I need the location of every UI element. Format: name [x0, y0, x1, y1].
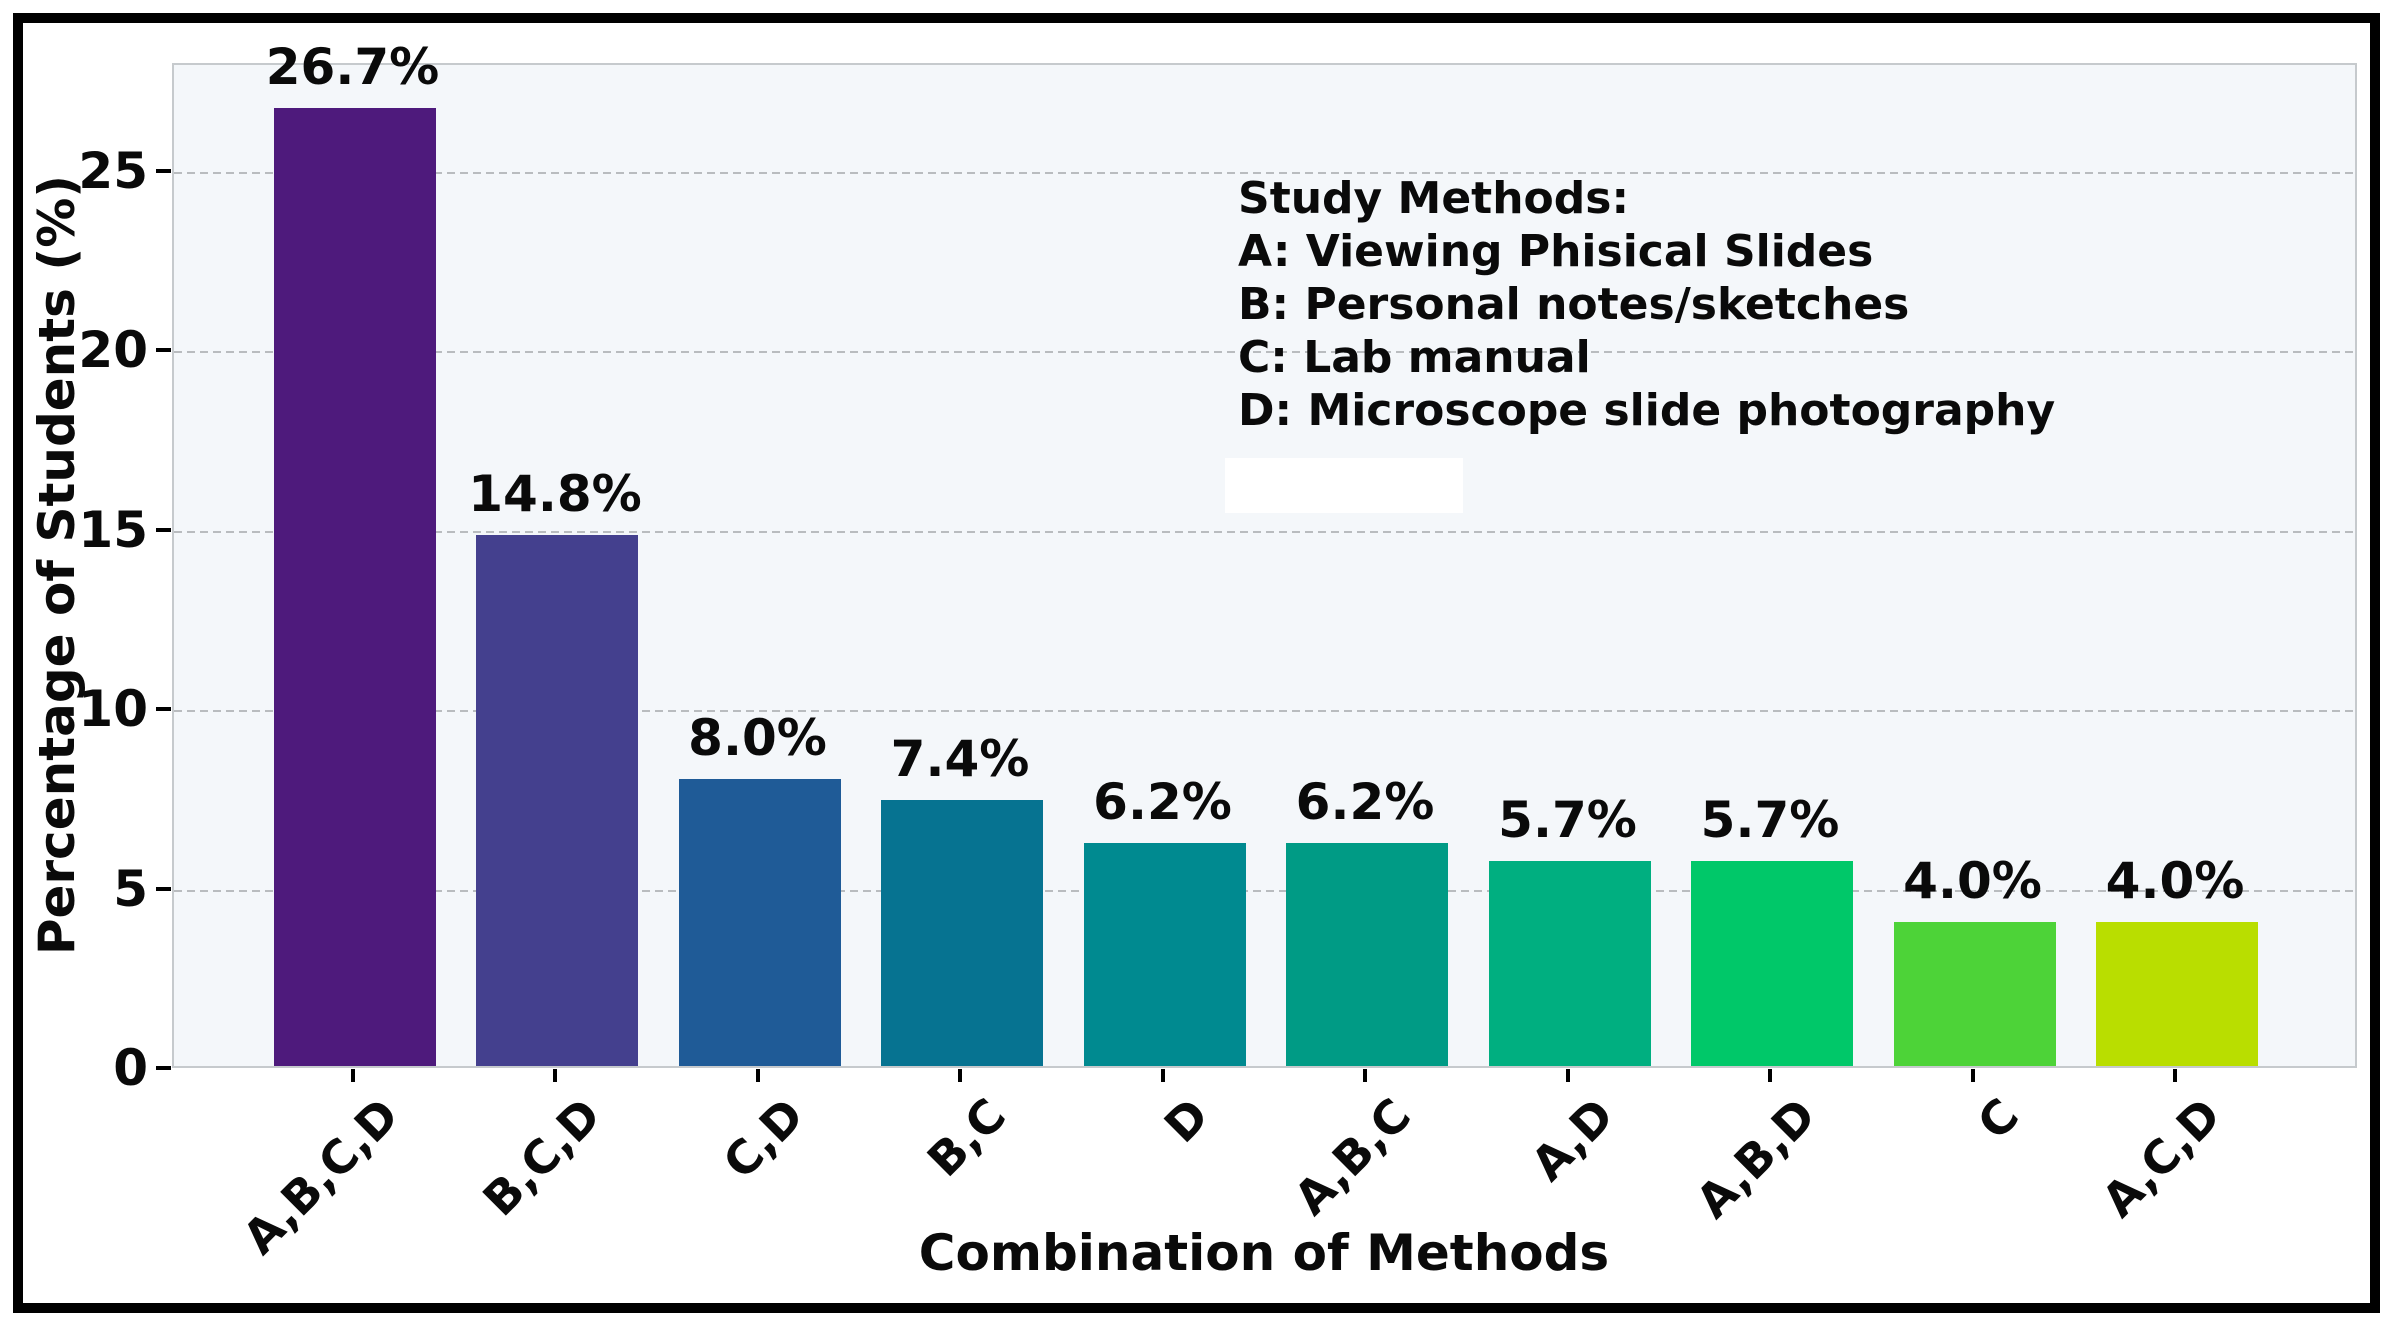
- gridline-y-15: [174, 530, 2355, 533]
- gridline-y-10: [174, 710, 2355, 713]
- y-tick-mark: [156, 168, 171, 173]
- bar-value-label: 6.2%: [1295, 773, 1435, 832]
- legend-annotation: Study Methods: A: Viewing Phisical Slides…: [1238, 172, 2055, 437]
- bar-A,B,D: [1691, 861, 1853, 1066]
- legend-line: C: Lab manual: [1238, 332, 1591, 383]
- y-tick-label: 25: [78, 141, 148, 200]
- bar-B,C: [881, 800, 1043, 1066]
- y-tick-mark: [156, 527, 171, 532]
- x-tick-mark: [1565, 1069, 1570, 1082]
- legend-line: D: Microscope slide photography: [1238, 385, 2056, 436]
- bar-value-label: 8.0%: [688, 708, 827, 767]
- bar-A,B,C,D: [273, 107, 436, 1066]
- bar-A,C,D: [2096, 922, 2258, 1066]
- bar-value-label: 7.4%: [890, 730, 1030, 789]
- bar-value-label: 26.7%: [265, 37, 440, 96]
- x-tick-mark: [553, 1069, 557, 1082]
- y-tick-label: 0: [113, 1039, 148, 1097]
- x-tick-mark: [2173, 1069, 2177, 1082]
- legend-line: B: Personal notes/sketches: [1238, 279, 1910, 330]
- x-tick-mark: [1363, 1069, 1367, 1082]
- y-axis-label: Percentage of Students (%): [28, 174, 86, 956]
- gridline-y-25: [174, 171, 2355, 174]
- x-tick-mark: [1768, 1069, 1772, 1082]
- bar-C: [1893, 922, 2056, 1066]
- y-tick-mark: [156, 348, 171, 353]
- bar-value-label: 6.2%: [1093, 773, 1232, 832]
- legend-line: A: Viewing Phisical Slides: [1238, 226, 1874, 277]
- x-tick-mark: [755, 1069, 760, 1082]
- plot-area: [172, 63, 2357, 1068]
- y-tick-label: 10: [78, 680, 148, 739]
- y-tick-label: 15: [78, 500, 148, 559]
- x-axis-label: Combination of Methods: [918, 1224, 1610, 1282]
- x-tick-mark: [1160, 1069, 1165, 1082]
- y-tick-mark: [156, 707, 171, 712]
- x-tick-mark: [1970, 1069, 1975, 1082]
- bar-A,D: [1488, 861, 1651, 1066]
- bar-D: [1083, 843, 1246, 1066]
- gridline-y-5: [174, 889, 2355, 892]
- y-tick-label: 5: [113, 859, 148, 918]
- bar-C,D: [678, 778, 841, 1066]
- bar-A,B,C: [1286, 843, 1448, 1066]
- legend-line: Study Methods:: [1238, 173, 1630, 224]
- bar-value-label: 5.7%: [1700, 791, 1840, 850]
- bar-value-label: 14.8%: [468, 464, 642, 523]
- white-patch: [1225, 458, 1463, 513]
- y-tick-label: 20: [78, 321, 148, 380]
- bar-value-label: 4.0%: [2105, 852, 2245, 911]
- x-tick-mark: [350, 1069, 355, 1082]
- x-tick-mark: [958, 1069, 962, 1082]
- bar-value-label: 4.0%: [1903, 852, 2042, 911]
- bar-B,C,D: [476, 534, 638, 1066]
- gridline-y-20: [174, 351, 2355, 354]
- y-tick-mark: [156, 886, 171, 891]
- y-tick-mark: [156, 1066, 171, 1070]
- bar-value-label: 5.7%: [1498, 791, 1637, 850]
